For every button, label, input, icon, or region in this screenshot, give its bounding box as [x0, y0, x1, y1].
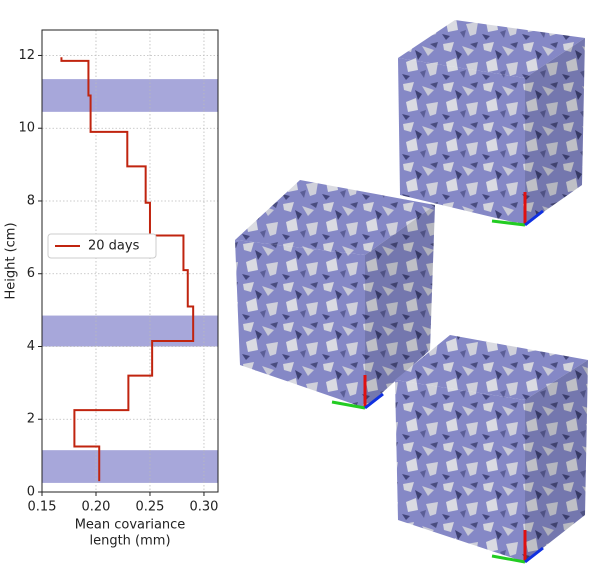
- y-tick-label: 4: [27, 339, 35, 354]
- y-tick-label: 2: [27, 412, 35, 427]
- specimen-middle: [235, 180, 435, 408]
- band: [42, 79, 218, 112]
- x-tick-label: 0.15: [28, 500, 57, 515]
- band: [42, 450, 218, 483]
- x-tick-label: 0.30: [189, 500, 218, 515]
- y-tick-label: 0: [27, 485, 35, 500]
- y-tick-label: 12: [18, 48, 35, 63]
- specimen-bottom: [395, 335, 588, 562]
- x-axis-label: Mean covariance: [75, 518, 186, 533]
- y-axis-label: Height (cm): [4, 222, 19, 299]
- legend-box: [47, 233, 157, 259]
- y-tick-label: 10: [18, 121, 35, 136]
- x-tick-label: 0.25: [135, 500, 164, 515]
- legend-label: 20 days: [88, 239, 140, 254]
- y-tick-label: 6: [27, 266, 35, 281]
- axes-triads: [331, 192, 544, 564]
- y-tick-label: 8: [27, 193, 35, 208]
- profile-line: [60, 57, 195, 482]
- specimen-top: [398, 20, 585, 225]
- x-tick-label: 0.20: [82, 500, 111, 515]
- plot-frame: [41, 29, 219, 493]
- x-axis-label: length (mm): [89, 534, 170, 549]
